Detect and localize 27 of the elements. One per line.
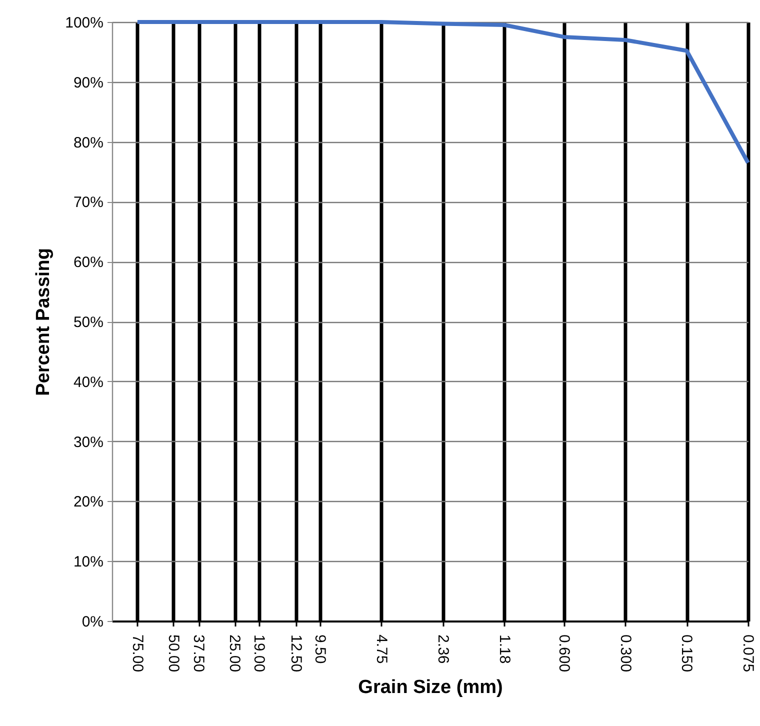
- x-axis-title: Grain Size (mm): [358, 677, 503, 698]
- x-tick-label: 9.50: [312, 634, 329, 664]
- y-tick-label: 100%: [65, 14, 104, 32]
- x-tick-label: 2.36: [434, 634, 452, 664]
- x-tick-label: 75.00: [128, 634, 146, 672]
- x-tick-label: 0.600: [556, 634, 573, 672]
- y-tick-label: 50%: [73, 314, 104, 331]
- y-tick-label: 20%: [73, 494, 104, 511]
- x-tick-label: 50.00: [164, 634, 182, 672]
- x-tick-label: 37.50: [190, 634, 208, 672]
- x-tick-label: 4.75: [372, 634, 390, 664]
- y-tick-label: 10%: [73, 554, 104, 571]
- x-tick-label: 1.18: [496, 634, 513, 664]
- y-axis-title: Percent Passing: [33, 248, 54, 396]
- x-tick-label: 19.00: [250, 634, 268, 672]
- x-tick-label: 12.50: [287, 634, 304, 672]
- x-tick-label: 0.300: [616, 634, 634, 672]
- y-tick-label: 80%: [73, 134, 104, 152]
- y-tick-label: 70%: [73, 194, 104, 212]
- x-tick-label: 25.00: [226, 634, 244, 672]
- y-tick-label: 90%: [73, 74, 104, 92]
- y-tick-label: 0%: [82, 614, 104, 630]
- y-tick-label: 40%: [73, 374, 104, 391]
- y-tick-label: 30%: [73, 434, 104, 451]
- x-tick-label: 0.075: [740, 634, 756, 672]
- x-tick-label: 0.150: [678, 634, 696, 672]
- y-tick-label: 60%: [73, 254, 104, 272]
